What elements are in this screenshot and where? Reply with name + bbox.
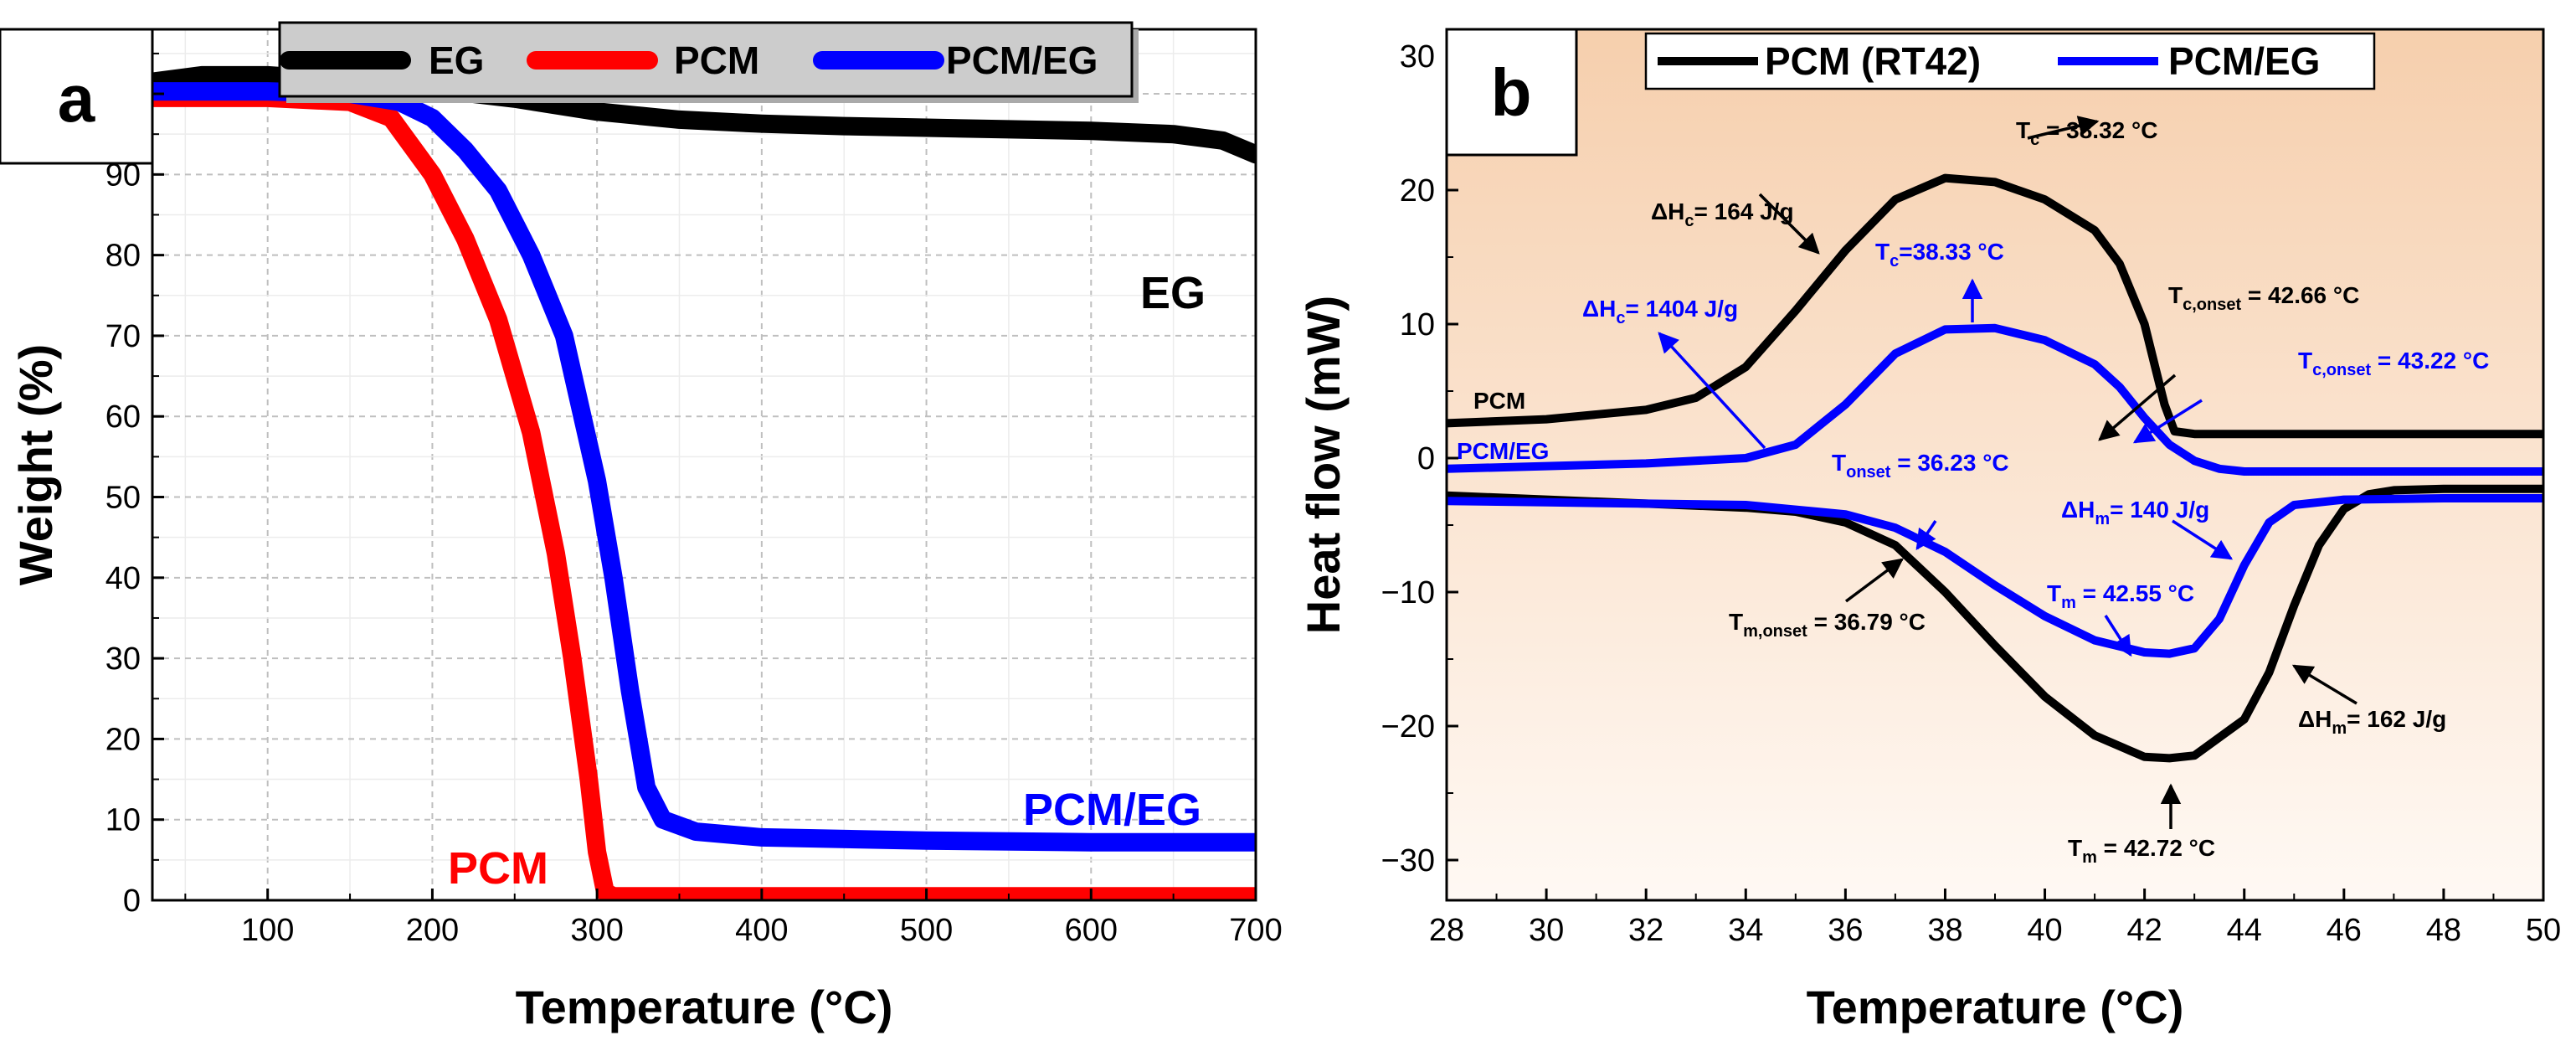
y-tick-label-20: −20 <box>1381 709 1435 744</box>
legend-label-pcm: PCM <box>674 39 759 82</box>
y-tick-label-10: 10 <box>1400 307 1435 343</box>
ann-tm-pcm: Tm = 42.72 °C <box>2068 835 2215 867</box>
arrow-tc-pcm <box>2027 116 2100 140</box>
y-tick-label-10: 10 <box>105 803 141 838</box>
series-line-pcm-eg <box>1447 323 2543 476</box>
x-tick-label-700: 700 <box>1229 913 1282 948</box>
y-tick-label-50: 50 <box>105 481 141 516</box>
y-tick-label-10: −10 <box>1381 575 1435 611</box>
x-tick-label-600: 600 <box>1065 913 1118 948</box>
arrow-tm-pcmeg <box>2104 615 2132 657</box>
y-tick-label-40: 40 <box>105 561 141 596</box>
ann-tmonset-pcm: Tm,onset = 36.79 °C <box>1729 609 1926 641</box>
y-tick-label-30: −30 <box>1381 843 1435 878</box>
x-tick-label-40: 40 <box>2027 913 2062 948</box>
panel-b-legend: PCM (RT42) PCM/EG <box>1644 32 2376 90</box>
arrow-dhc-pcmeg <box>1658 332 1766 450</box>
x-tick-label-32: 32 <box>1628 913 1663 948</box>
legend-label-pcm-eg: PCM/EG <box>946 39 1098 82</box>
y-tick-label-30: 30 <box>1400 39 1435 75</box>
legend-label-pcm-eg-b: PCM/EG <box>2168 39 2320 83</box>
panel-b-annotations: Tc = 38.32 °C ΔHc= 164 J/g Tc,onset = 42… <box>1457 117 2489 867</box>
ann-dhc-pcmeg: ΔHc= 1404 J/g <box>1582 296 1738 327</box>
y-tick-label-20: 20 <box>105 722 141 757</box>
x-tick-label-46: 46 <box>2327 913 2362 948</box>
x-tick-label-400: 400 <box>735 913 788 948</box>
panel-b-ticks: 28 30 32 34 36 38 40 42 44 46 48 50 −30 −20 −10 0 10 20 30 <box>1381 39 2562 948</box>
panel-a-letter: a <box>58 61 95 136</box>
ann-tonset-pcmeg: Tonset = 36.23 °C <box>1832 450 2009 482</box>
ann-dhc-pcm: ΔHc= 164 J/g <box>1651 198 1794 230</box>
x-tick-label-42: 42 <box>2126 913 2162 948</box>
ann-pcm-curve: PCM <box>1473 388 1525 414</box>
y-tick-label-70: 70 <box>105 319 141 354</box>
x-tick-label-38: 38 <box>1927 913 1962 948</box>
panel-b-letter-box <box>1445 28 1578 157</box>
panel-b-x-axis-title: Temperature (°C) <box>1807 981 2184 1033</box>
y-tick-label-60: 60 <box>105 399 141 435</box>
x-tick-label-300: 300 <box>570 913 623 948</box>
arrow-dhm-pcm <box>2291 664 2357 705</box>
arrow-tmonset-pcm <box>1844 558 1904 603</box>
panel-b: 28 30 32 34 36 38 40 42 44 46 48 50 −30 −20 −10 0 10 20 30… <box>1297 28 2562 1033</box>
ann-dhm-pcm: ΔHm= 162 J/g <box>2298 706 2446 738</box>
y-tick-label-0: 0 <box>123 884 141 919</box>
ann-dhm-pcmeg: ΔHm= 140 J/g <box>2061 497 2209 528</box>
ann-pcmeg-curve: PCM/EG <box>1457 438 1549 464</box>
y-tick-label-20: 20 <box>1400 173 1435 209</box>
series-line-pcm-rt42 <box>1447 173 2543 439</box>
x-tick-label-500: 500 <box>900 913 953 948</box>
ann-tc-pcmeg: Tc=38.33 °C <box>1875 239 2004 270</box>
panel-a-legend: EG PCM PCM/EG <box>278 21 1139 103</box>
x-tick-label-100: 100 <box>241 913 294 948</box>
y-tick-label-80: 80 <box>105 239 141 274</box>
ann-tconset-pcm: Tc,onset = 42.66 °C <box>2168 282 2359 314</box>
panel-a-y-axis-title: Weight (%) <box>9 344 62 585</box>
x-tick-label-48: 48 <box>2426 913 2461 948</box>
arrow-tonset-pcmeg <box>1915 520 1937 551</box>
panel-b-letter: b <box>1491 55 1532 130</box>
arrow-dhc-pcm <box>1758 193 1820 255</box>
legend-box <box>278 21 1134 98</box>
ann-tconset-pcmeg: Tc,onset = 43.22 °C <box>2298 348 2489 379</box>
x-tick-label-34: 34 <box>1728 913 1763 948</box>
panel-b-arrows <box>1658 116 2357 829</box>
arrow-tconset-pcm <box>2098 374 2177 441</box>
legend-label-eg: EG <box>429 39 484 82</box>
panel-a: 100 200 300 400 500 600 7000102030405060708090… <box>0 21 1283 1033</box>
x-tick-label-36: 36 <box>1828 913 1863 948</box>
legend-label-pcm-rt42: PCM (RT42) <box>1765 39 1981 83</box>
arrow-tconset-pcmeg <box>2132 399 2203 444</box>
y-tick-label-30: 30 <box>105 641 141 677</box>
ann-tc-pcm: Tc = 38.32 °C <box>2016 117 2157 149</box>
x-tick-label-28: 28 <box>1429 913 1464 948</box>
panel-a-x-axis-title: Temperature (°C) <box>516 981 893 1033</box>
x-tick-label-200: 200 <box>406 913 459 948</box>
curve-label-pcm-eg: PCM/EG <box>1023 785 1201 835</box>
x-tick-label-50: 50 <box>2526 913 2561 948</box>
curve-label-pcm: PCM <box>448 843 548 894</box>
legend-box-b <box>1644 32 2376 90</box>
curve-label-eg: EG <box>1140 268 1206 318</box>
ann-tm-pcmeg: Tm = 42.55 °C <box>2047 580 2194 612</box>
panel-b-y-axis-title: Heat flow (mW) <box>1297 296 1350 634</box>
panel-a-letter-box <box>0 28 154 165</box>
y-tick-label-0: 0 <box>1417 441 1435 477</box>
x-tick-label-44: 44 <box>2227 913 2262 948</box>
x-tick-label-30: 30 <box>1529 913 1564 948</box>
arrow-dhm-pcmeg <box>2172 519 2234 560</box>
